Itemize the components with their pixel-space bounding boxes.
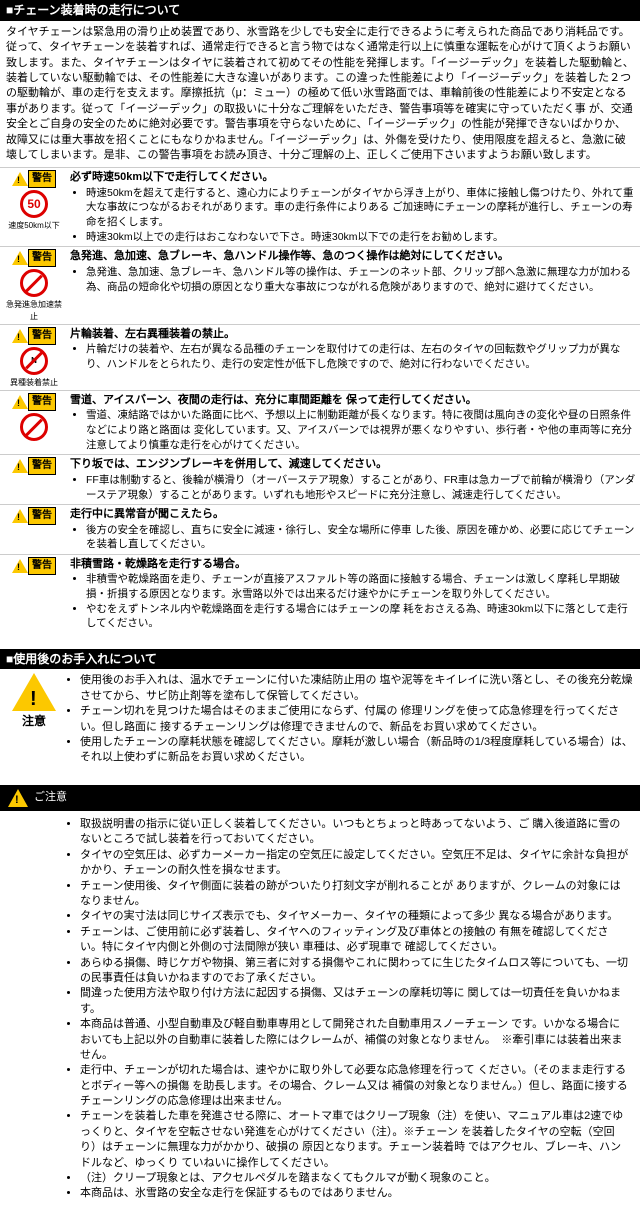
warning-icon-col: 警告 (4, 557, 64, 575)
warning-icon-col: 警告 (4, 457, 64, 475)
warning-title: 雪道、アイスバーン、夜間の走行は、充分に車間距離を 保って走行してください。 (70, 393, 636, 408)
warning-triangle-icon (12, 251, 28, 265)
warning-label: 警告 (28, 557, 56, 575)
icon-caption: 速度50km以下 (8, 220, 60, 231)
warning-title: 急発進、急加速、急ブレーキ、急ハンドル操作等、急のつく操作は絶対にしてください。 (70, 249, 636, 264)
warning-icon-col: 警告 (4, 393, 64, 441)
warning-label: 警告 (28, 249, 56, 267)
warning-content: 急発進、急加速、急ブレーキ、急ハンドル操作等、急のつく操作は絶対にしてください。… (64, 249, 636, 294)
warning-icon-col: 警告急発進急加速禁止 (4, 249, 64, 321)
warning-badge: 警告 (12, 393, 56, 411)
caution-bullet: 取扱説明書の指示に従い正しく装着してください。いつもとちょっと時あってないよう、… (80, 817, 630, 848)
care-bullet: 使用後のお手入れは、温水でチェーンに付いた凍結防止用の 塩や泥等をキイレイに洗い… (80, 673, 636, 704)
caution-list: 取扱説明書の指示に従い正しく装着してください。いつもとちょっと時あってないよう、… (0, 811, 640, 1212)
section1-intro: タイヤチェーンは緊急用の滑り止め装置であり、氷雪路を少しでも安全に走行できるよう… (0, 21, 640, 168)
care-box: 注意 使用後のお手入れは、温水でチェーンに付いた凍結防止用の 塩や泥等をキイレイ… (0, 669, 640, 769)
warning-triangle-icon (12, 329, 28, 343)
caution-bullet: 間違った使用方法や取り付け方法に起因する損傷、又はチェーンの摩耗切等に 関しては… (80, 986, 630, 1017)
warning-title: 片輪装着、左右異種装着の禁止。 (70, 327, 636, 342)
warning-title: 必ず時速50km以下で走行してください。 (70, 170, 636, 185)
warning-bullets: 雪道、凍結路ではかいた路面に比べ、予想以上に制動距離が長くなります。特に夜間は風… (70, 408, 636, 452)
warning-content: 片輪装着、左右異種装着の禁止。片輪だけの装着や、左右が異なる品種のチェーンを取付… (64, 327, 636, 372)
warning-triangle-icon (12, 395, 28, 409)
warning-badge: 警告 (12, 507, 56, 525)
warning-content: 走行中に異常音が聞こえたら。後方の安全を確認し、直ちに安全に減速・徐行し、安全な… (64, 507, 636, 552)
warning-bullet: やむをえずトンネル内や乾燥路面を走行する場合にはチェーンの摩 耗をおさえる為、時… (86, 602, 636, 631)
warning-content: 非積雪路・乾燥路を走行する場合。非積雪や乾燥路面を走り、チェーンが直接アスファル… (64, 557, 636, 631)
warning-triangle-icon (12, 172, 28, 186)
care-bullet: 使用したチェーンの摩耗状態を確認してください。摩耗が激しい場合（新品時の1/3程… (80, 735, 636, 766)
warning-bullets: 片輪だけの装着や、左右が異なる品種のチェーンを取付けての走行は、左右のタイヤの回… (70, 342, 636, 371)
warning-bullets: 時速50kmを超えて走行すると、遠心力によりチェーンがタイヤから浮き上がり、車体… (70, 186, 636, 245)
warning-row: 警告N異種装着禁止片輪装着、左右異種装着の禁止。片輪だけの装着や、左右が異なる品… (0, 324, 640, 390)
warning-bullet: 片輪だけの装着や、左右が異なる品種のチェーンを取付けての走行は、左右のタイヤの回… (86, 342, 636, 371)
caution-bullet: チェーン使用後、タイヤ側面に装着の跡がついたり打刻文字が削れることが ありますが… (80, 879, 630, 910)
caution-icon: 注意 (4, 673, 64, 765)
warning-title: 下り坂では、エンジンブレーキを併用して、減速してください。 (70, 457, 636, 472)
warning-bullet: 急発進、急加速、急ブレーキ、急ハンドル等の操作は、チェーンのネット部、クリップ部… (86, 265, 636, 294)
care-bullet: チェーン切れを見つけた場合はそのままご使用にならず、付属の 修理リングを使って応… (80, 704, 636, 735)
warning-row: 警告50速度50km以下必ず時速50km以下で走行してください。時速50kmを超… (0, 167, 640, 246)
prohibit-icon (20, 269, 48, 297)
caution-bullet: チェーンは、ご使用前に必ず装着し、タイヤへのフィッティング及び車体との接触の 有… (80, 925, 630, 956)
speed-limit-icon: 50 (20, 190, 48, 218)
warning-badge: 警告 (12, 327, 56, 345)
section3-header: ご注意 (0, 785, 640, 811)
warning-row: 警告雪道、アイスバーン、夜間の走行は、充分に車間距離を 保って走行してください。… (0, 390, 640, 454)
warning-row: 警告走行中に異常音が聞こえたら。後方の安全を確認し、直ちに安全に減速・徐行し、安… (0, 504, 640, 554)
warning-triangle-icon (12, 459, 28, 473)
prohibit-icon (20, 413, 48, 441)
warning-badge: 警告 (12, 457, 56, 475)
icon-caption: 急発進急加速禁止 (4, 299, 64, 321)
warning-triangle-icon (12, 509, 28, 523)
caution-label: 注意 (22, 713, 46, 730)
warning-badge: 警告 (12, 557, 56, 575)
warning-row: 警告急発進急加速禁止急発進、急加速、急ブレーキ、急ハンドル操作等、急のつく操作は… (0, 246, 640, 323)
warning-bullets: 非積雪や乾燥路面を走り、チェーンが直接アスファルト等の路面に接触する場合、チェー… (70, 572, 636, 631)
warning-bullet: 後方の安全を確認し、直ちに安全に減速・徐行し、安全な場所に停車 した後、原因を確… (86, 523, 636, 552)
warning-icon-col: 警告 50 速度50km以下 (4, 170, 64, 231)
warning-triangle-icon (12, 559, 28, 573)
warning-icon-col: 警告 N 異種装着禁止 (4, 327, 64, 388)
warning-badge: 警告 (12, 170, 56, 188)
warning-bullet: 雪道、凍結路ではかいた路面に比べ、予想以上に制動距離が長くなります。特に夜間は風… (86, 408, 636, 452)
caution-bullet: 本商品は、氷雪路の安全な走行を保証するものではありません。 (80, 1186, 630, 1201)
caution-triangle-icon (8, 789, 28, 807)
warning-row: 警告非積雪路・乾燥路を走行する場合。非積雪や乾燥路面を走り、チェーンが直接アスフ… (0, 554, 640, 633)
warning-label: 警告 (28, 457, 56, 475)
warning-title: 非積雪路・乾燥路を走行する場合。 (70, 557, 636, 572)
warning-badge: 警告 (12, 249, 56, 267)
section1-header: ■チェーン装着時の走行について (0, 0, 640, 21)
warning-bullets: 後方の安全を確認し、直ちに安全に減速・徐行し、安全な場所に停車 した後、原因を確… (70, 523, 636, 552)
warning-label: 警告 (28, 327, 56, 345)
warning-bullet: 時速30km以上での走行はおこなわないで下さ。時速30km以下での走行をお勧めし… (86, 230, 636, 245)
icon-caption: 異種装着禁止 (10, 377, 58, 388)
warning-label: 警告 (28, 393, 56, 411)
prohibit-icon: N (20, 347, 48, 375)
warning-row: 警告下り坂では、エンジンブレーキを併用して、減速してください。FF車は制動すると… (0, 454, 640, 504)
caution-bullet: チェーンを装着した車を発進させる際に、オートマ車ではクリープ現象（注）を使い、マ… (80, 1109, 630, 1171)
care-list: 使用後のお手入れは、温水でチェーンに付いた凍結防止用の 塩や泥等をキイレイに洗い… (64, 673, 636, 765)
warning-bullet: 非積雪や乾燥路面を走り、チェーンが直接アスファルト等の路面に接触する場合、チェー… (86, 572, 636, 601)
warning-icon-col: 警告 (4, 507, 64, 525)
caution-bullet: 走行中、チェーンが切れた場合は、速やかに取り外して必要な応急修理を行って くださ… (80, 1063, 630, 1109)
warning-content: 必ず時速50km以下で走行してください。時速50kmを超えて走行すると、遠心力に… (64, 170, 636, 244)
section3-title: ご注意 (34, 790, 67, 805)
warning-title: 走行中に異常音が聞こえたら。 (70, 507, 636, 522)
warning-label: 警告 (28, 170, 56, 188)
warning-content: 下り坂では、エンジンブレーキを併用して、減速してください。FF車は制動すると、後… (64, 457, 636, 502)
caution-bullet: （注）クリープ現象とは、アクセルペダルを踏まなくてもクルマが動く現象のこと。 (80, 1171, 630, 1186)
section2-header: ■使用後のお手入れについて (0, 649, 640, 670)
warning-bullets: 急発進、急加速、急ブレーキ、急ハンドル等の操作は、チェーンのネット部、クリップ部… (70, 265, 636, 294)
caution-bullet: タイヤの実寸法は同じサイズ表示でも、タイヤメーカー、タイヤの種類によって多少 異… (80, 909, 630, 924)
caution-bullet: あらゆる損傷、時じケガや物損、第三者に対する損傷やこれに関わってに生じたタイムロ… (80, 956, 630, 987)
caution-bullet: タイヤの空気圧は、必ずカーメーカー指定の空気圧に設定してください。空気圧不足は、… (80, 848, 630, 879)
warning-label: 警告 (28, 507, 56, 525)
caution-bullet: 本商品は普通、小型自動車及び軽自動車専用として開発された自動車用スノーチェーン … (80, 1017, 630, 1063)
warning-bullet: 時速50kmを超えて走行すると、遠心力によりチェーンがタイヤから浮き上がり、車体… (86, 186, 636, 230)
warning-bullet: FF車は制動すると、後輪が横滑り（オーバーステア現象）することがあり、FR車は急… (86, 473, 636, 502)
warning-content: 雪道、アイスバーン、夜間の走行は、充分に車間距離を 保って走行してください。雪道… (64, 393, 636, 452)
warning-bullets: FF車は制動すると、後輪が横滑り（オーバーステア現象）することがあり、FR車は急… (70, 473, 636, 502)
